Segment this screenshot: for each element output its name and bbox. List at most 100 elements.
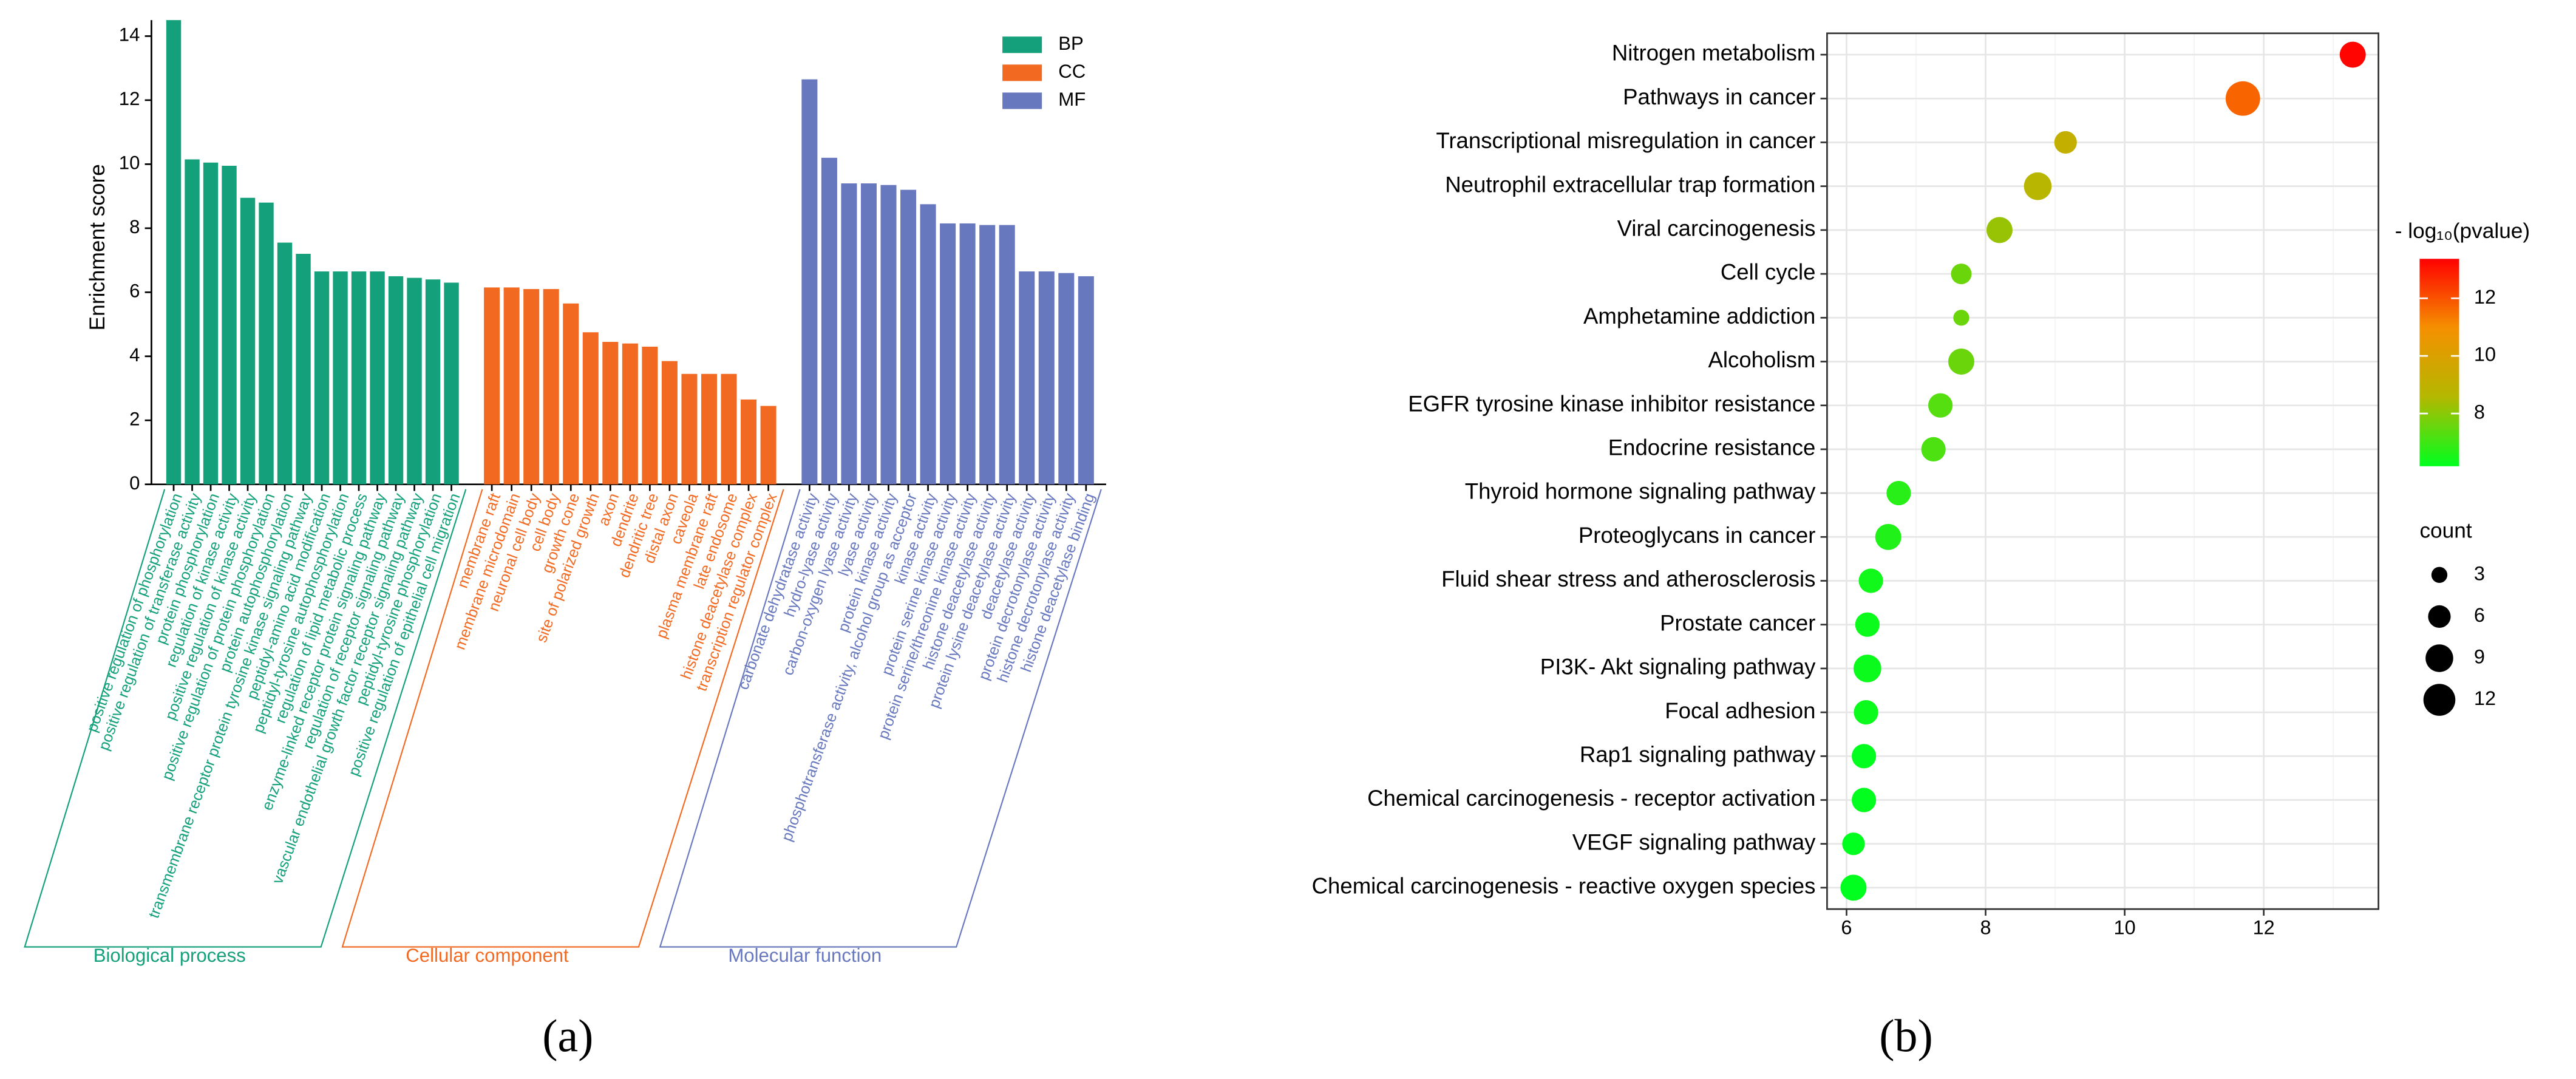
dot: [1951, 264, 1972, 285]
y-tick-label: Transcriptional misregulation in cancer: [1436, 128, 1815, 153]
dot: [2024, 172, 2052, 200]
y-tick-label: Rap1 signaling pathway: [1580, 742, 1816, 767]
bar: [999, 225, 1015, 485]
size-legend-dot: [2431, 567, 2448, 583]
bar: [314, 271, 330, 485]
bar: [370, 271, 385, 485]
legend-swatch: [1002, 64, 1042, 81]
bar: [741, 399, 757, 485]
panel-label: (a): [542, 1010, 593, 1061]
plot-border: [1826, 32, 2380, 910]
size-legend-label: 9: [2474, 646, 2485, 668]
dot: [2054, 131, 2077, 154]
size-legend-title: count: [2419, 519, 2472, 543]
bar: [940, 223, 956, 485]
bar: [1078, 276, 1094, 485]
group-label: Biological process: [93, 945, 246, 966]
bar: [407, 277, 422, 485]
y-tick-label: Alcoholism: [1708, 347, 1815, 372]
y-tick-label: Proteoglycans in cancer: [1579, 523, 1816, 548]
bar: [240, 197, 256, 485]
bar: [259, 202, 274, 485]
bar: [1019, 271, 1035, 485]
dot: [1852, 788, 1877, 812]
y-tick-label: Focal adhesion: [1665, 698, 1815, 723]
dot: [1854, 655, 1881, 682]
bar: [1038, 271, 1055, 485]
legend-swatch: [1002, 36, 1042, 53]
dot: [1842, 832, 1865, 856]
dot: [2225, 81, 2260, 116]
bar: [582, 332, 599, 485]
group-bracket: [341, 489, 784, 948]
dot: [1986, 217, 2013, 243]
legend-swatch: [1002, 92, 1042, 109]
bar: [543, 289, 559, 485]
bar: [880, 185, 897, 485]
y-tick-label: 4: [129, 344, 140, 366]
bar: [602, 342, 619, 485]
plot-area: [1827, 33, 2379, 910]
color-legend-title: - log₁₀(pvalue): [2395, 219, 2530, 243]
bar: [801, 79, 818, 485]
bar: [721, 373, 737, 485]
colorbar: [2419, 259, 2459, 466]
size-legend-label: 6: [2474, 604, 2485, 626]
y-tick-label: EGFR tyrosine kinase inhibitor resistanc…: [1408, 391, 1815, 416]
size-legend-dot: [2428, 605, 2451, 628]
x-tick-label: 8: [1980, 916, 1991, 938]
y-tick-label: Chemical carcinogenesis - reactive oxyge…: [1312, 874, 1816, 899]
y-tick-label: 14: [119, 24, 140, 46]
group-bracket: [24, 489, 467, 948]
colorbar-tick-label: 8: [2474, 401, 2485, 423]
group-label: Cellular component: [406, 945, 569, 966]
dot: [1875, 523, 1901, 550]
bar: [701, 373, 717, 485]
size-legend-dot: [2425, 644, 2453, 672]
bar: [979, 225, 996, 485]
dot: [1858, 568, 1883, 593]
bar: [622, 343, 638, 485]
bar: [166, 20, 182, 485]
y-tick-label: Endocrine resistance: [1608, 435, 1816, 460]
dot: [1953, 310, 1969, 326]
bar: [900, 189, 917, 485]
dot: [1886, 481, 1911, 506]
bar: [425, 279, 441, 485]
y-tick-label: PI3K- Akt signaling pathway: [1540, 655, 1816, 679]
bar: [959, 223, 976, 485]
bar: [222, 166, 237, 485]
bar: [642, 346, 658, 485]
y-tick-label: Prostate cancer: [1660, 610, 1815, 635]
bar: [203, 162, 219, 485]
bar: [523, 289, 540, 485]
colorbar-tick-label: 10: [2474, 344, 2496, 366]
dot: [1921, 437, 1946, 461]
y-tick-label: 2: [129, 408, 140, 429]
size-legend-label: 12: [2474, 687, 2496, 709]
bar: [185, 159, 200, 485]
bar: [333, 271, 348, 485]
legend-label: BP: [1058, 33, 1084, 54]
y-tick-label: Chemical carcinogenesis - receptor activ…: [1367, 786, 1815, 811]
bar: [484, 287, 500, 485]
bar: [920, 204, 936, 485]
y-tick-label: Cell cycle: [1721, 260, 1816, 285]
bar: [444, 282, 459, 485]
panel-label: (b): [1879, 1010, 1933, 1061]
bar: [661, 361, 678, 485]
dot: [2339, 41, 2366, 68]
y-tick-label: Neutrophil extracellular trap formation: [1445, 172, 1815, 197]
dot: [1840, 874, 1867, 901]
y-tick-label: Thyroid hormone signaling pathway: [1465, 479, 1816, 504]
bar: [760, 406, 777, 485]
legend-label: MF: [1058, 89, 1086, 110]
group-bracket: [659, 489, 1102, 948]
bar: [296, 254, 311, 485]
dot: [1928, 393, 1953, 418]
y-tick-label: 0: [129, 472, 140, 494]
bar: [351, 271, 367, 485]
y-tick-label: Pathways in cancer: [1623, 84, 1815, 109]
y-tick-label: 8: [129, 216, 140, 237]
